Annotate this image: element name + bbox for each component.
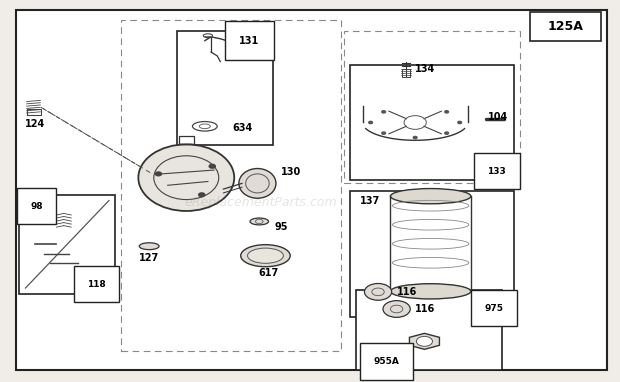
Ellipse shape [140,243,159,249]
Circle shape [198,193,205,197]
FancyBboxPatch shape [529,12,601,40]
Text: 95: 95 [275,222,288,232]
Text: 134: 134 [415,64,435,74]
Text: 131: 131 [239,36,260,46]
Circle shape [458,121,461,124]
Circle shape [156,172,162,176]
Circle shape [209,164,215,168]
Circle shape [365,283,392,300]
Circle shape [369,121,373,124]
Text: eReplacementParts.com: eReplacementParts.com [184,196,337,209]
Text: 116: 116 [397,287,417,297]
Circle shape [445,132,448,134]
FancyBboxPatch shape [19,195,115,294]
FancyBboxPatch shape [177,31,273,145]
Text: 634: 634 [232,123,253,133]
Text: 116: 116 [415,304,435,314]
Text: 955A: 955A [373,357,399,366]
Ellipse shape [138,144,234,211]
FancyBboxPatch shape [350,191,514,317]
FancyBboxPatch shape [350,65,514,180]
Ellipse shape [250,218,268,225]
Text: 137: 137 [360,196,379,206]
Ellipse shape [239,168,276,198]
Text: 617: 617 [259,268,278,278]
FancyBboxPatch shape [356,290,502,370]
FancyBboxPatch shape [16,10,607,370]
Text: 975: 975 [485,304,504,313]
Text: 104: 104 [488,112,508,122]
Text: 118: 118 [87,280,106,289]
Text: 133: 133 [487,167,506,176]
Ellipse shape [391,284,471,299]
Ellipse shape [247,248,283,263]
Circle shape [382,132,386,134]
Text: 127: 127 [139,253,159,262]
Ellipse shape [241,244,290,267]
Text: 125A: 125A [547,20,583,33]
Text: 98: 98 [30,202,43,211]
Circle shape [445,111,448,113]
Circle shape [414,136,417,139]
Text: 124: 124 [25,120,45,129]
Polygon shape [409,333,440,349]
Circle shape [417,337,433,346]
Text: 130: 130 [281,167,301,177]
Ellipse shape [391,189,471,204]
Circle shape [383,301,410,317]
Circle shape [382,111,386,113]
